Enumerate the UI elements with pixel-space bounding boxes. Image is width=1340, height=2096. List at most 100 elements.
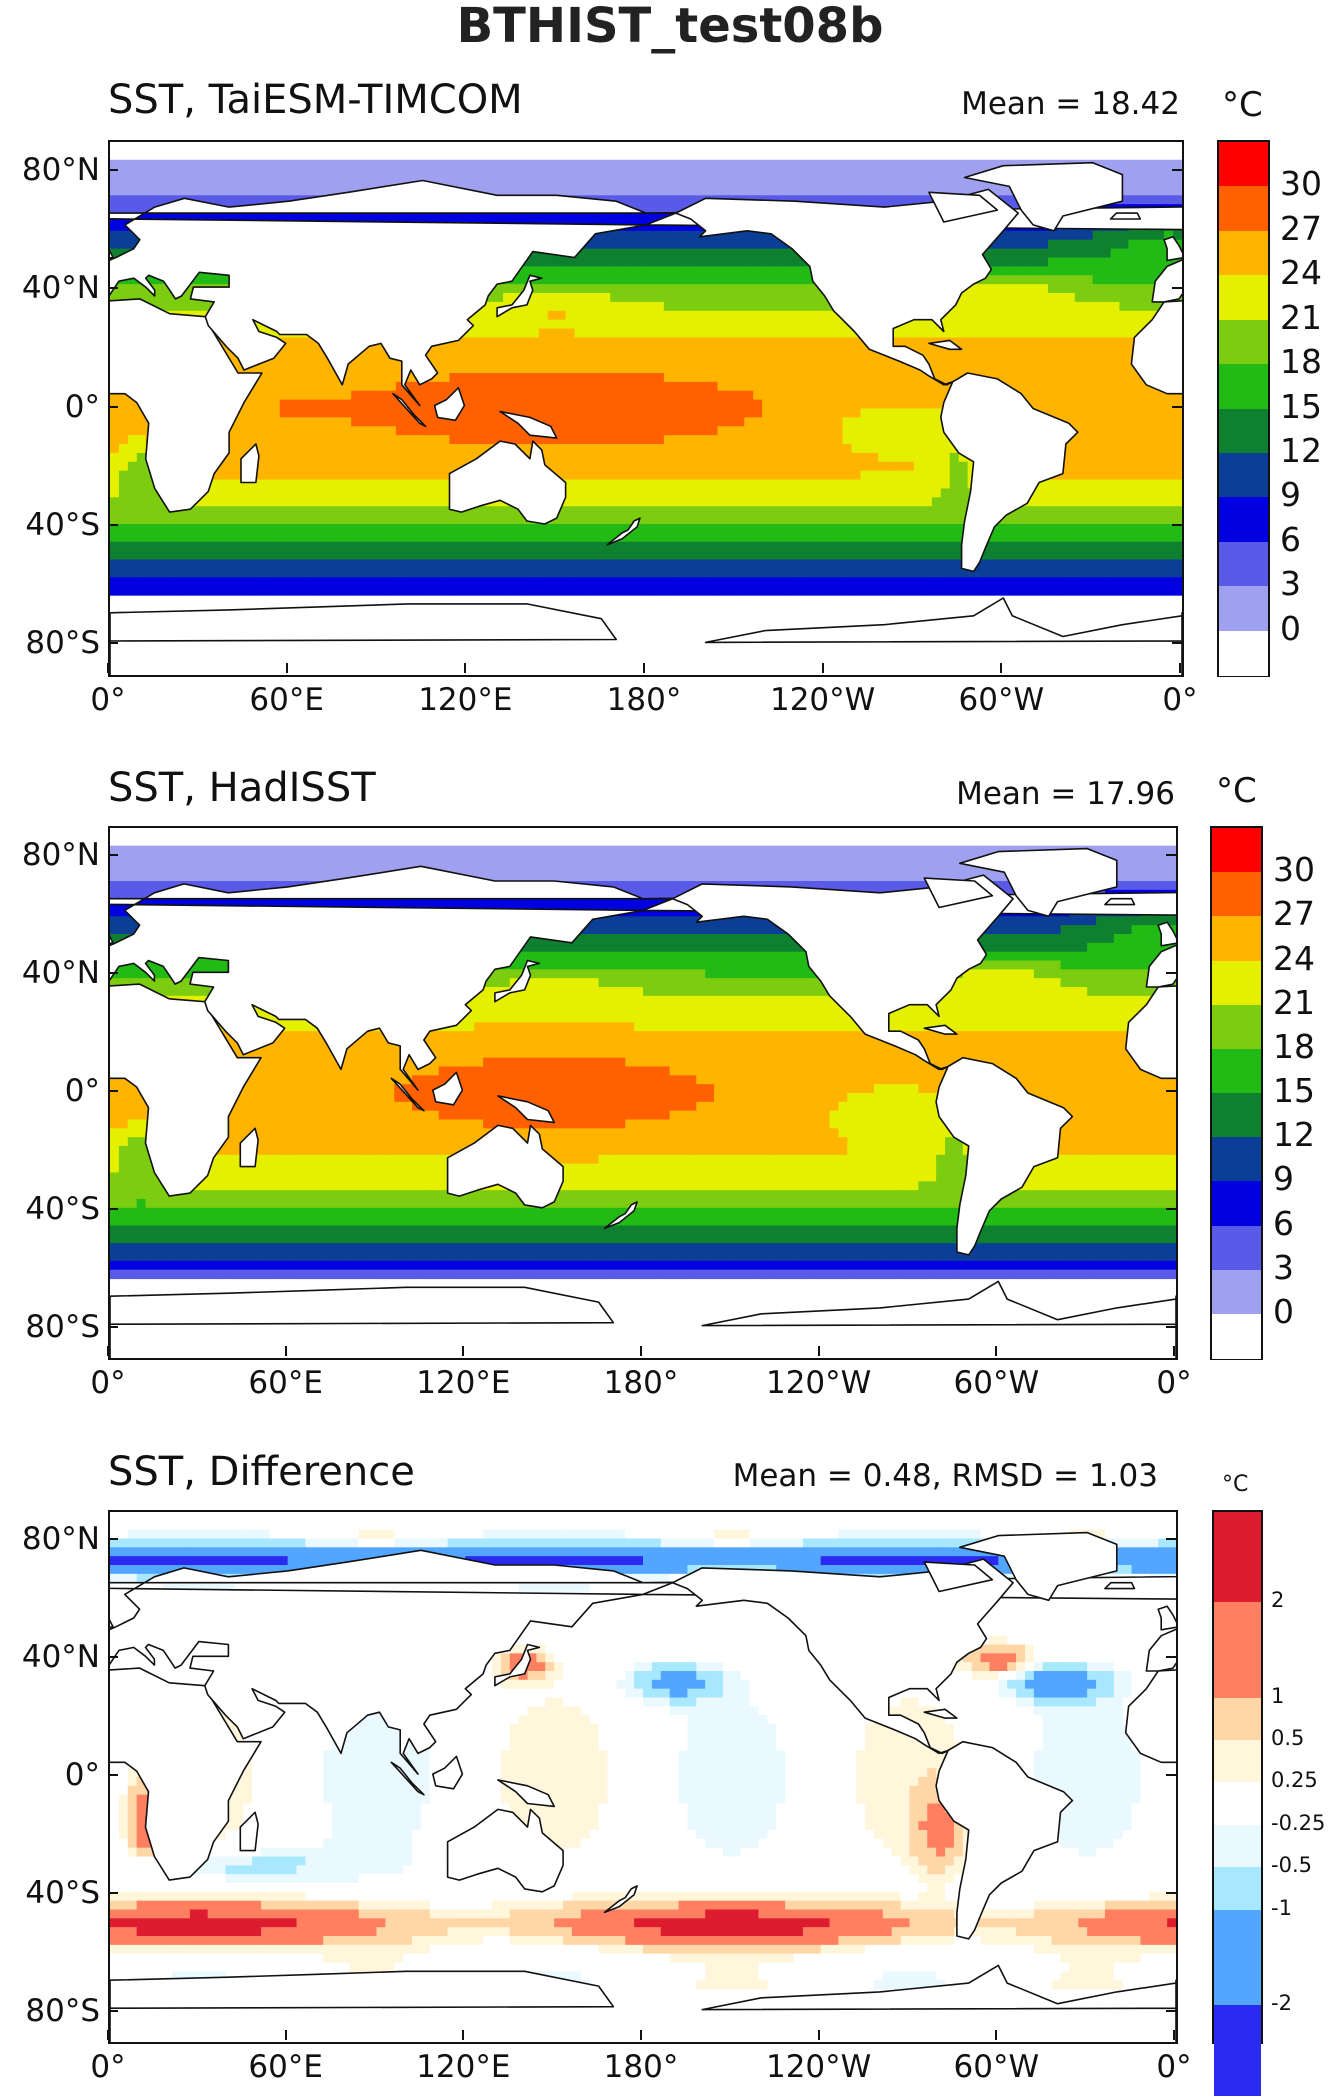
y-tick-label: 0°: [0, 390, 100, 424]
colorbar-swatch: [1212, 1314, 1261, 1359]
colorbar-label: 9: [1273, 1162, 1294, 1196]
y-tick: [1166, 1774, 1176, 1776]
x-tick: [462, 1346, 464, 1356]
colorbar-swatch: [1219, 275, 1268, 320]
panel-title: SST, Difference: [108, 1450, 415, 1494]
x-tick: [462, 2030, 464, 2040]
colorbar-label: -0.5: [1271, 1854, 1312, 1876]
x-tick-label: 120°E: [405, 683, 525, 717]
colorbar-label: 1: [1271, 1685, 1284, 1707]
x-tick-label: 60°W: [936, 1366, 1056, 1400]
x-tick-label: 60°W: [936, 2050, 1056, 2084]
colorbar-label: 6: [1280, 523, 1301, 557]
y-tick: [108, 169, 118, 171]
y-tick-label: 40°S: [0, 508, 100, 542]
x-tick-label: 60°E: [226, 2050, 346, 2084]
y-tick: [108, 1208, 118, 1210]
colorbar-swatch: [1212, 1226, 1261, 1271]
colorbar-label: 24: [1280, 256, 1322, 290]
colorbar-swatch: [1219, 542, 1268, 587]
x-tick-label: 0°: [1114, 1366, 1234, 1400]
panel-mean: Mean = 18.42: [860, 86, 1180, 122]
y-tick-label: 40°N: [0, 956, 100, 990]
y-tick: [1166, 1892, 1176, 1894]
y-tick-label: 80°N: [0, 838, 100, 872]
y-tick: [108, 1326, 118, 1328]
colorbar-swatch: [1212, 1137, 1261, 1182]
colorbar-label: 3: [1273, 1251, 1294, 1285]
x-tick: [822, 663, 824, 673]
colorbar-swatch: [1219, 364, 1268, 409]
colorbar: [1217, 140, 1270, 677]
x-tick: [640, 2030, 642, 2040]
x-tick-label: 180°: [584, 683, 704, 717]
colorbar-swatch: [1214, 1740, 1261, 1783]
colorbar-swatch: [1212, 872, 1261, 917]
y-tick: [1172, 642, 1182, 644]
colorbar-label: 0.5: [1271, 1727, 1304, 1749]
y-tick: [108, 642, 118, 644]
colorbar-label: 18: [1280, 345, 1322, 379]
colorbar-label: 0: [1273, 1295, 1294, 1329]
x-tick-label: 180°: [581, 2050, 701, 2084]
x-tick-label: 120°W: [763, 683, 883, 717]
colorbar-swatch: [1212, 1270, 1261, 1315]
y-tick: [1172, 524, 1182, 526]
x-tick: [995, 2030, 997, 2040]
x-tick: [464, 663, 466, 673]
colorbar-swatch: [1214, 1867, 1261, 1910]
colorbar-swatch: [1212, 1093, 1261, 1138]
y-tick-label: 0°: [0, 1758, 100, 1792]
y-tick: [108, 406, 118, 408]
x-tick: [286, 663, 288, 673]
y-tick: [108, 1538, 118, 1540]
y-tick-label: 40°N: [0, 1640, 100, 1674]
sst-diff-map: [108, 1510, 1178, 2044]
x-tick: [995, 1346, 997, 1356]
y-tick: [1166, 1326, 1176, 1328]
colorbar-label: 0.25: [1271, 1769, 1318, 1791]
y-tick-label: 80°S: [0, 1310, 100, 1344]
x-tick-label: 60°E: [226, 1366, 346, 1400]
colorbar: [1210, 826, 1263, 1360]
colorbar-swatch: [1219, 186, 1268, 231]
colorbar-label: 0: [1280, 612, 1301, 646]
map-canvas: [110, 142, 1182, 675]
panel-mean: Mean = 17.96: [855, 776, 1175, 812]
colorbar-label: 6: [1273, 1207, 1294, 1241]
y-tick: [1166, 1090, 1176, 1092]
colorbar-unit: °C: [1222, 86, 1263, 124]
colorbar-swatch: [1212, 1049, 1261, 1094]
y-tick-label: 80°N: [0, 1522, 100, 1556]
x-tick-label: 0°: [1120, 683, 1240, 717]
colorbar-label: 3: [1280, 567, 1301, 601]
x-tick: [1179, 663, 1181, 673]
colorbar-label: 30: [1273, 853, 1315, 887]
x-tick-label: 60°E: [227, 683, 347, 717]
x-tick: [285, 2030, 287, 2040]
x-tick: [818, 1346, 820, 1356]
panel-title: SST, HadISST: [108, 766, 376, 810]
x-tick: [640, 1346, 642, 1356]
colorbar-swatch: [1219, 586, 1268, 631]
y-tick: [1172, 169, 1182, 171]
colorbar-swatch: [1212, 916, 1261, 961]
colorbar-unit: °C: [1216, 772, 1257, 810]
y-tick: [1166, 1656, 1176, 1658]
x-tick-label: 120°E: [403, 1366, 523, 1400]
y-tick-label: 80°S: [0, 1994, 100, 2028]
colorbar-swatch: [1214, 1602, 1261, 1698]
y-tick: [1172, 406, 1182, 408]
x-tick-label: 180°: [581, 1366, 701, 1400]
colorbar-label: 21: [1280, 301, 1322, 335]
x-tick-label: 0°: [48, 2050, 168, 2084]
colorbar-label: 15: [1273, 1074, 1315, 1108]
y-tick-label: 80°N: [0, 153, 100, 187]
y-tick: [1166, 972, 1176, 974]
colorbar-swatch: [1214, 1512, 1261, 1603]
x-tick: [1000, 663, 1002, 673]
x-tick-label: 60°W: [941, 683, 1061, 717]
y-tick-label: 40°N: [0, 271, 100, 305]
y-tick: [1166, 2010, 1176, 2012]
y-tick-label: 80°S: [0, 626, 100, 660]
